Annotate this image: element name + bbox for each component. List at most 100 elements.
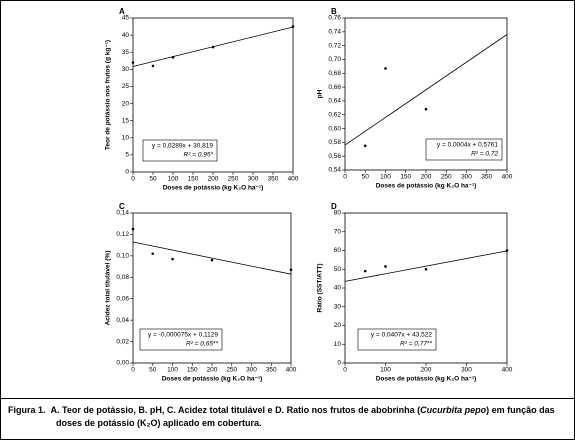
point: [131, 61, 135, 64]
x-tick-label: 200: [421, 174, 432, 181]
y-tick-label: 0,08: [116, 274, 129, 281]
y-tick-label: 0,66: [328, 84, 341, 91]
x-tick-label: 50: [149, 176, 157, 183]
y-tick-label: 0,64: [328, 98, 341, 105]
y-tick-label: 0,72: [328, 42, 341, 49]
y-axis-title: Teor de potássio nos frutos (g kg⁻¹): [105, 40, 112, 150]
x-tick-label: 400: [502, 174, 513, 181]
x-tick-label: 50: [149, 367, 157, 374]
x-axis-title: Doses de potássio (kg K₂O ha⁻¹): [376, 183, 477, 190]
point: [363, 269, 367, 273]
x-tick-label: 0: [131, 176, 135, 183]
equation-box: [425, 138, 503, 161]
y-axis-title: Acidez total titulável (%): [105, 251, 112, 326]
equation-box: [142, 139, 218, 162]
caption-text: A. Teor de potássio, B. pH, C. Acidez to…: [50, 405, 421, 415]
y-tick-label: 0,54: [328, 167, 341, 174]
x-tick-label: 400: [502, 367, 513, 374]
x-tick-label: 100: [380, 367, 391, 374]
point: [151, 252, 155, 256]
point: [424, 267, 428, 271]
y-tick-label: 40: [122, 32, 130, 39]
y-tick-label: 35: [122, 49, 130, 56]
equation: y = 0,0289x + 30,819: [152, 143, 213, 150]
x-tick-label: 300: [461, 367, 472, 374]
point: [384, 265, 387, 268]
point: [424, 107, 428, 111]
y-tick-label: 0,62: [328, 111, 341, 118]
y-tick-label: 20: [334, 322, 342, 329]
x-tick-label: 350: [266, 367, 277, 374]
point: [151, 64, 155, 68]
x-axis-title: Doses de potássio (kg K₂O ha⁻¹): [162, 376, 263, 383]
x-tick-label: 50: [362, 174, 370, 181]
point: [211, 45, 215, 49]
x-tick-label: 0: [343, 367, 347, 374]
y-tick-label: 30: [122, 66, 130, 73]
trendline: [344, 34, 508, 146]
x-tick-label: 250: [228, 176, 239, 183]
y-tick-label: 0,58: [328, 139, 341, 146]
y-tick-label: 70: [334, 228, 342, 235]
x-tick-label: 200: [421, 367, 432, 374]
x-tick-label: 250: [441, 174, 452, 181]
equation: y = 0,0004x + 0,5761: [437, 142, 498, 149]
equation-box: [357, 328, 437, 351]
x-tick-label: 150: [187, 367, 198, 374]
equation: y = -0,000075x + 0,1129: [148, 332, 218, 339]
y-tick-label: 10: [122, 134, 130, 141]
point: [210, 258, 214, 262]
r-squared: R² = 0,65**: [186, 341, 218, 348]
r-squared: R² = 0,72: [471, 151, 498, 158]
x-tick-label: 200: [207, 367, 218, 374]
y-tick-label: 0,00: [116, 360, 129, 367]
y-tick-label: 0,12: [116, 231, 129, 238]
trendline: [132, 241, 292, 275]
y-tick-label: 0,14: [116, 210, 129, 217]
panel-label: C: [119, 202, 125, 211]
x-tick-label: 400: [286, 367, 297, 374]
y-tick-label: 60: [334, 247, 342, 254]
x-tick-label: 350: [481, 174, 492, 181]
x-tick-label: 300: [248, 176, 259, 183]
x-tick-label: 300: [246, 367, 257, 374]
x-tick-label: 200: [208, 176, 219, 183]
y-tick-label: 0,68: [328, 70, 341, 77]
x-tick-label: 400: [288, 176, 299, 183]
x-tick-label: 300: [461, 174, 472, 181]
y-tick-label: 10: [334, 341, 342, 348]
x-tick-label: 250: [226, 367, 237, 374]
point: [171, 56, 175, 59]
caption-label: Figura 1.: [8, 405, 46, 415]
x-tick-label: 0: [131, 367, 135, 374]
x-tick-label: 0: [343, 174, 347, 181]
y-tick-label: 0,70: [328, 56, 341, 63]
y-tick-label: 20: [122, 100, 130, 107]
x-tick-label: 150: [188, 176, 199, 183]
point: [289, 268, 293, 272]
trendline: [344, 250, 508, 282]
y-tick-label: 5: [125, 152, 129, 159]
y-tick-label: 50: [334, 266, 342, 273]
x-tick-label: 100: [167, 367, 178, 374]
point: [171, 257, 174, 261]
point: [505, 249, 509, 252]
y-tick-label: 0,74: [328, 29, 341, 36]
y-tick-label: 0,04: [116, 317, 129, 324]
y-tick-label: 30: [334, 303, 342, 310]
point: [131, 227, 135, 231]
point: [291, 25, 295, 28]
point: [384, 67, 387, 70]
caption-italic: Cucurbita pepo: [420, 405, 487, 415]
y-axis-title: pH: [317, 89, 324, 98]
x-tick-label: 350: [268, 176, 279, 183]
panel-label: B: [331, 7, 337, 16]
point: [363, 144, 367, 148]
y-axis-title: Ratio (SST/ATT): [317, 264, 324, 313]
y-tick-label: 25: [122, 83, 130, 90]
r-squared: R² = 0,95*: [184, 152, 214, 159]
y-tick-label: 0: [125, 169, 129, 176]
y-tick-label: 40: [334, 285, 342, 292]
y-tick-label: 0: [337, 360, 341, 367]
